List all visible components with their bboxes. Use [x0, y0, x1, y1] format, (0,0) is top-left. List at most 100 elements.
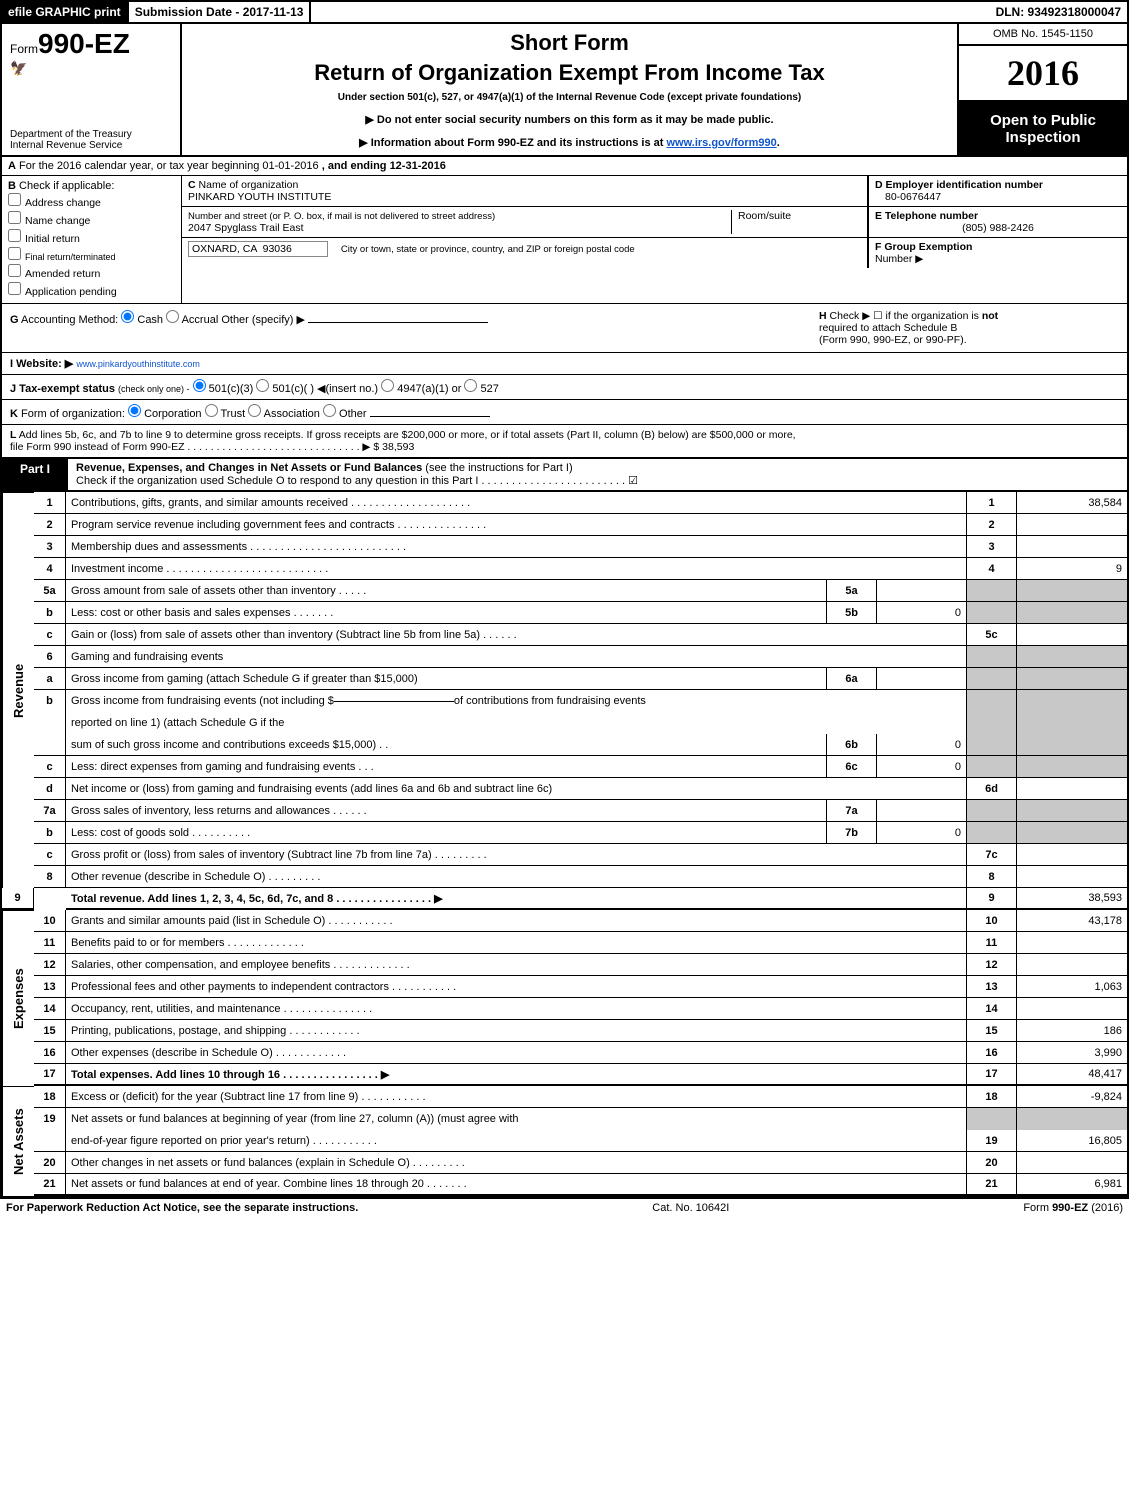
r6b-num: b [34, 690, 66, 712]
r7b-num: b [34, 822, 66, 844]
page-footer: For Paperwork Reduction Act Notice, see … [0, 1198, 1129, 1217]
r15-rv: 186 [1017, 1020, 1127, 1042]
radio-accrual[interactable] [166, 310, 179, 323]
r3-rn: 3 [967, 536, 1017, 558]
r5b-sn: 5b [827, 602, 877, 624]
r7a-desc: Gross sales of inventory, less returns a… [66, 800, 827, 822]
form-header: Form990-EZ 🦅 Department of the Treasury … [2, 24, 1127, 157]
r12-num: 12 [34, 954, 66, 976]
phone-value: (805) 988-2426 [875, 222, 1121, 234]
r5a-shade2 [1017, 580, 1127, 602]
line-j: J Tax-exempt status (check only one) - 5… [2, 375, 1127, 400]
r9-num: 9 [2, 888, 34, 910]
header-left: Form990-EZ 🦅 Department of the Treasury … [2, 24, 182, 155]
checkbox-initial-return[interactable] [8, 229, 21, 242]
r6a-desc: Gross income from gaming (attach Schedul… [66, 668, 827, 690]
footer-left: For Paperwork Reduction Act Notice, see … [6, 1202, 358, 1214]
c-street-box: Number and street (or P. O. box, if mail… [182, 207, 867, 238]
r21-num: 21 [34, 1174, 66, 1196]
radio-corp[interactable] [128, 404, 141, 417]
r8-desc: Other revenue (describe in Schedule O) .… [66, 866, 967, 888]
r21-rv: 6,981 [1017, 1174, 1127, 1196]
check-final-return[interactable]: Final return/terminated [8, 246, 175, 263]
r17-num: 17 [34, 1064, 66, 1086]
form-number: 990-EZ [38, 28, 130, 59]
r9-desc: Total revenue. Add lines 1, 2, 3, 4, 5c,… [66, 888, 967, 910]
r14-rn: 14 [967, 998, 1017, 1020]
other-underline [308, 322, 488, 323]
r6b-shade5 [967, 734, 1017, 756]
r19-num2 [34, 1130, 66, 1152]
irs-link[interactable]: www.irs.gov/form990 [667, 137, 777, 149]
r1-rn: 1 [967, 492, 1017, 514]
check-app-pending[interactable]: Application pending [8, 281, 175, 299]
i-label: I Website: ▶ [10, 358, 73, 370]
radio-trust[interactable] [205, 404, 218, 417]
radio-other[interactable] [323, 404, 336, 417]
k-corp: Corporation [144, 408, 201, 420]
r4-num: 4 [34, 558, 66, 580]
r7b-sv: 0 [877, 822, 967, 844]
k-text: Form of organization: [21, 408, 125, 420]
check-amended[interactable]: Amended return [8, 263, 175, 281]
info-link-line: ▶ Information about Form 990-EZ and its … [359, 136, 780, 149]
return-title: Return of Organization Exempt From Incom… [314, 60, 825, 86]
note2-pre: ▶ Information about Form 990-EZ and its … [359, 137, 666, 149]
part1-label: Part I [2, 459, 68, 490]
radio-527[interactable] [464, 379, 477, 392]
r5c-desc: Gain or (loss) from sale of assets other… [66, 624, 967, 646]
checkbox-amended[interactable] [8, 264, 21, 277]
checkbox-address-change[interactable] [8, 193, 21, 206]
checkbox-app-pending[interactable] [8, 282, 21, 295]
app-pending-label: Application pending [25, 286, 117, 298]
under-section: Under section 501(c), 527, or 4947(a)(1)… [338, 92, 801, 103]
r10-rn: 10 [967, 910, 1017, 932]
checkbox-name-change[interactable] [8, 211, 21, 224]
r19-desc1: Net assets or fund balances at beginning… [66, 1108, 967, 1130]
r6c-shade1 [967, 756, 1017, 778]
r5c-rv [1017, 624, 1127, 646]
website-link[interactable]: www.pinkardyouthinstitute.com [76, 359, 200, 369]
footer-right-pre: Form [1023, 1202, 1052, 1214]
r7c-num: c [34, 844, 66, 866]
city-input[interactable] [188, 241, 328, 257]
ssn-warning: ▶ Do not enter social security numbers o… [365, 113, 773, 126]
checkbox-final-return[interactable] [8, 247, 21, 260]
f-number: Number ▶ [875, 253, 923, 265]
r6b-sn: 6b [827, 734, 877, 756]
check-name-change[interactable]: Name change [8, 210, 175, 228]
c-name-box: C Name of organization PINKARD YOUTH INS… [182, 176, 867, 207]
r11-desc: Benefits paid to or for members . . . . … [66, 932, 967, 954]
r6a-shade1 [967, 668, 1017, 690]
r16-desc: Other expenses (describe in Schedule O) … [66, 1042, 967, 1064]
r3-num: 3 [34, 536, 66, 558]
r19-shade2 [1017, 1108, 1127, 1130]
r18-num: 18 [34, 1086, 66, 1108]
radio-501c3[interactable] [193, 379, 206, 392]
r6a-sv [877, 668, 967, 690]
r4-rn: 4 [967, 558, 1017, 580]
radio-assoc[interactable] [248, 404, 261, 417]
radio-4947[interactable] [381, 379, 394, 392]
treasury-line2: Internal Revenue Service [10, 140, 172, 151]
k-assoc: Association [264, 408, 320, 420]
r11-rn: 11 [967, 932, 1017, 954]
r5a-desc: Gross amount from sale of assets other t… [66, 580, 827, 602]
check-initial-return[interactable]: Initial return [8, 228, 175, 246]
line-g: G Accounting Method: Cash Accrual Other … [10, 310, 819, 346]
r8-rv [1017, 866, 1127, 888]
r5b-sv: 0 [877, 602, 967, 624]
r7b-sn: 7b [827, 822, 877, 844]
check-address-change[interactable]: Address change [8, 192, 175, 210]
radio-cash[interactable] [121, 310, 134, 323]
line-h: H Check ▶ ☐ if the organization is not r… [819, 310, 1119, 346]
r6c-sv: 0 [877, 756, 967, 778]
r6-desc: Gaming and fundraising events [66, 646, 967, 668]
r6b-shade6 [1017, 734, 1127, 756]
r17-desc-b: Total expenses. Add lines 10 through 16 … [71, 1068, 389, 1081]
line-i: I Website: ▶ www.pinkardyouthinstitute.c… [2, 353, 1127, 375]
open-public-box: Open to Public Inspection [959, 102, 1127, 155]
radio-501c[interactable] [256, 379, 269, 392]
r19-num: 19 [34, 1108, 66, 1130]
r6b-desc4: sum of such gross income and contributio… [66, 734, 827, 756]
